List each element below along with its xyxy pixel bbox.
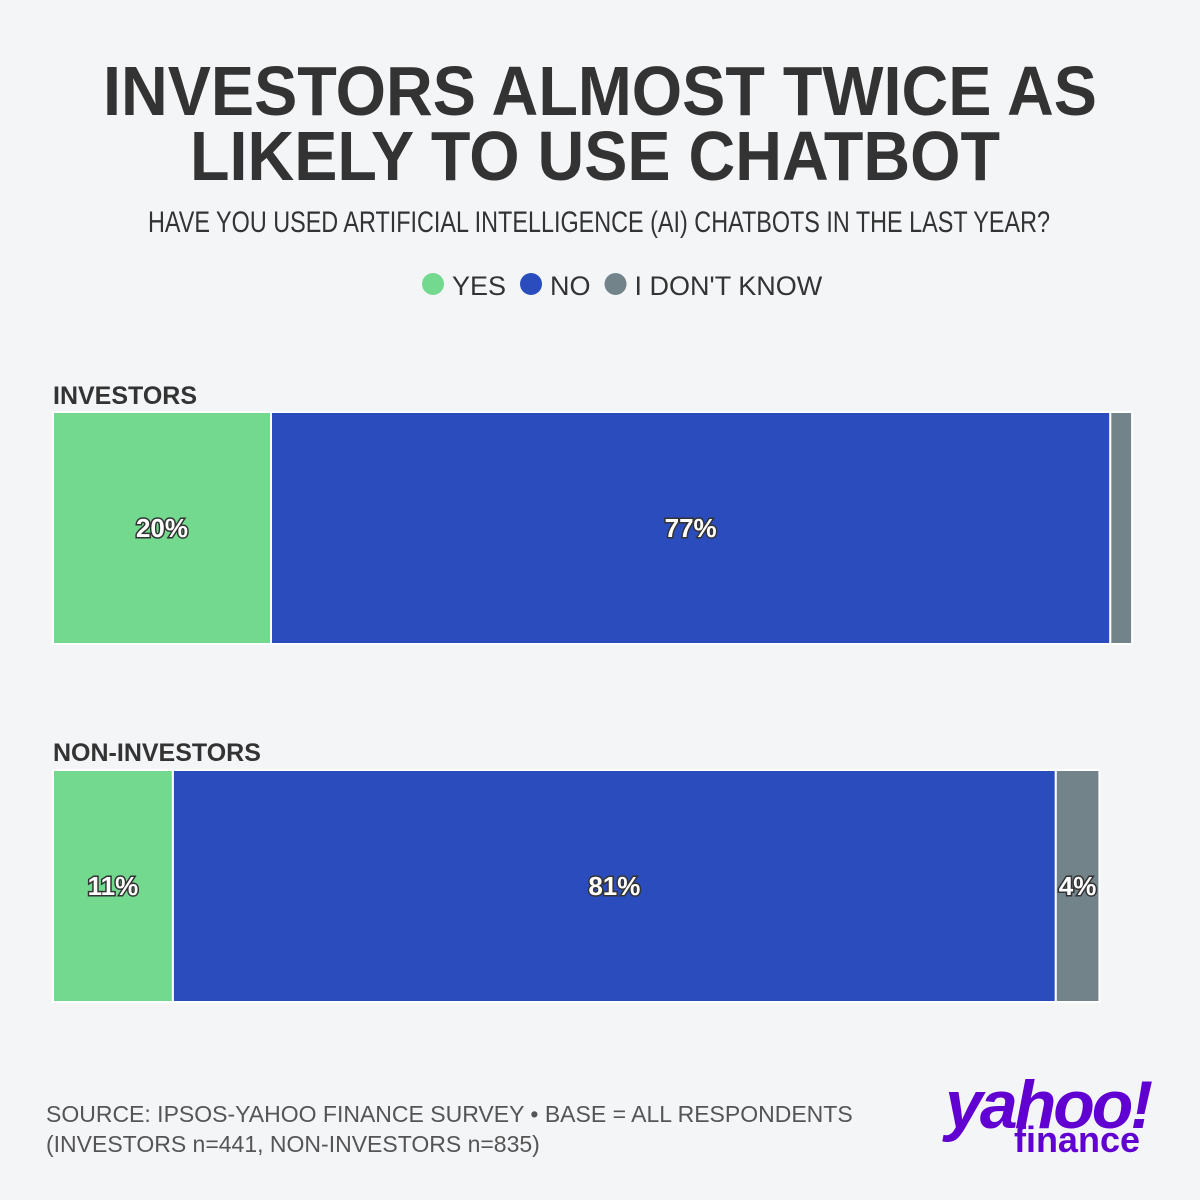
source-note: (INVESTORS n=441, NON-INVESTORS n=835)	[46, 1131, 540, 1157]
bar-segment	[171, 769, 1057, 1003]
logo: finance	[1014, 1119, 1140, 1160]
legend-marker	[520, 273, 543, 295]
value-label: 20%	[136, 513, 188, 543]
chart-title: LIKELY TO USE CHATBOT	[190, 117, 1000, 195]
value-label: 11%	[88, 871, 139, 901]
value-label: 81%	[588, 871, 640, 901]
legend-label: NO	[550, 271, 591, 301]
bar-segment	[1054, 769, 1101, 1003]
bar-segment	[52, 769, 174, 1003]
bar-segment	[270, 411, 1112, 645]
chart-title: INVESTORS ALMOST TWICE AS	[103, 52, 1097, 130]
legend-label: YES	[452, 271, 506, 301]
logo: yahoo!	[942, 1067, 1152, 1143]
value-label: 77%	[665, 513, 717, 543]
category-label: NON-INVESTORS	[53, 739, 261, 767]
chart-subtitle: HAVE YOU USED ARTIFICIAL INTELLIGENCE (A…	[148, 206, 1050, 239]
legend-marker	[604, 273, 627, 295]
value-label: 4%	[1059, 871, 1097, 901]
legend-marker	[422, 273, 444, 295]
source-note: SOURCE: IPSOS-YAHOO FINANCE SURVEY • BAS…	[46, 1101, 853, 1127]
category-label: INVESTORS	[53, 382, 197, 410]
bar-segment	[1109, 411, 1134, 645]
legend-label: I DON'T KNOW	[635, 271, 823, 301]
